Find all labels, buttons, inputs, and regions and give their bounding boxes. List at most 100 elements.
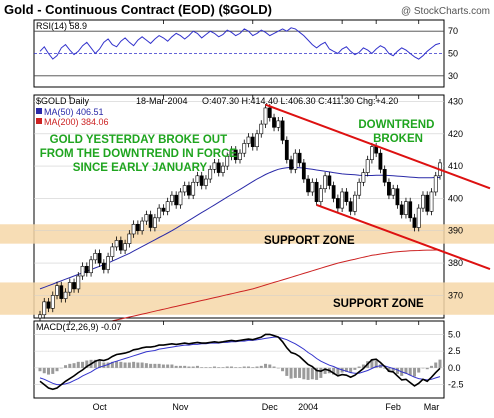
candle-up <box>76 275 81 290</box>
candle-down <box>97 253 102 264</box>
ma200-label: MA(200) 384.06 <box>44 117 109 127</box>
price-tick-label: 370 <box>448 290 463 300</box>
macd-hist-bar <box>55 367 59 372</box>
candle-up <box>127 233 132 244</box>
candle-up <box>255 133 259 148</box>
candle-up <box>259 123 264 135</box>
macd-hist-bar <box>255 366 259 368</box>
price-tick-label: 390 <box>448 226 463 236</box>
macd-hist-bar <box>191 366 195 368</box>
candle-down <box>335 198 340 209</box>
trendlines <box>265 103 491 270</box>
macd-hist-bar <box>234 367 238 368</box>
macd-hist-bar <box>344 367 348 372</box>
candle-up <box>421 194 425 209</box>
candle-down <box>272 117 276 128</box>
macd-hist-bar <box>221 367 225 368</box>
macd-hist-bar <box>298 367 302 378</box>
macd-hist-bar <box>434 362 438 368</box>
macd-hist-bar <box>127 362 131 368</box>
macd-tick-label: -2.5 <box>448 380 464 390</box>
macd-hist-bar <box>238 367 242 368</box>
macd-frame <box>33 320 445 399</box>
macd-hist-bar <box>38 367 42 372</box>
downtrend-annotation-line-1: DOWNTREND <box>358 119 434 131</box>
price-tick-label: 410 <box>448 161 463 171</box>
candle-up <box>323 175 328 190</box>
candle-down <box>84 265 89 274</box>
macd-hist-bar <box>259 365 263 368</box>
macd-hist-bar <box>144 363 148 368</box>
macd-hist-bar <box>85 360 89 368</box>
candle-down <box>280 120 285 141</box>
candle-down <box>306 178 310 193</box>
candle-up <box>50 295 55 309</box>
ma50-label: MA(50) 406.51 <box>44 107 104 117</box>
macd-hist-bar <box>289 367 293 379</box>
macd-hist-bar <box>81 361 85 368</box>
candle-up <box>89 259 93 274</box>
watermark: @ StockCharts.com <box>401 6 490 17</box>
candle-down <box>59 285 64 299</box>
support-zone-label-lower: SUPPORT ZONE <box>333 298 424 310</box>
macd-hist-bar <box>421 367 425 369</box>
candle-up <box>221 165 225 173</box>
x-tick-label: 2004 <box>298 402 318 412</box>
breakout-annotation-line-1: GOLD YESTERDAY BROKE OUT <box>50 134 227 146</box>
candle-up <box>242 143 247 154</box>
candle-down <box>314 181 319 202</box>
candle-down <box>412 217 417 228</box>
candle-down <box>233 149 238 160</box>
macd-hist-bar <box>68 363 72 368</box>
macd-hist-bar <box>391 367 395 372</box>
candle-up <box>144 214 149 222</box>
macd-hist-bar <box>208 367 212 368</box>
macd-hist-bar <box>336 367 340 376</box>
candle-up <box>416 207 421 228</box>
candles <box>38 104 442 322</box>
candle-up <box>429 191 434 212</box>
macd-hist-bar <box>59 367 63 369</box>
macd-hist-bar <box>264 363 268 368</box>
macd-hist-bar <box>370 359 374 368</box>
macd-hist-bar <box>204 367 208 368</box>
macd-hist-bar <box>123 362 127 368</box>
candle-up <box>293 152 298 170</box>
candle-down <box>161 207 166 212</box>
candle-down <box>387 181 391 196</box>
candle-up <box>263 107 268 125</box>
macd-hist-bar <box>272 366 276 368</box>
rsi-tick-label: 30 <box>448 71 458 81</box>
candle-up <box>391 188 396 196</box>
x-tick-label: Feb <box>385 402 401 412</box>
macd-hist-bar <box>349 367 353 373</box>
price-tick-label: 380 <box>448 258 463 268</box>
macd-hist-bar <box>166 364 170 368</box>
macd-hist-bar <box>276 367 280 369</box>
macd-hist-bar <box>153 363 157 368</box>
macd-hist-bar <box>47 367 51 375</box>
macd-hist-bar <box>200 367 204 368</box>
macd-hist-bar <box>178 365 182 368</box>
macd-tick-label: 2.5 <box>448 346 461 356</box>
candle-down <box>395 188 400 206</box>
macd-hist-bar <box>98 360 102 368</box>
candle-down <box>382 169 387 183</box>
candle-up <box>165 201 170 212</box>
macd-hist-bar <box>161 364 165 368</box>
macd-hist-bar <box>247 366 251 368</box>
candle-up <box>229 149 234 157</box>
macd-hist-bar <box>195 365 199 368</box>
macd-hist-bar <box>102 362 106 368</box>
macd-tick-label: 0.0 <box>448 363 461 373</box>
chart-title: Gold - Continuous Contract (EOD) ($GOLD) <box>4 2 272 17</box>
candle-up <box>106 256 110 270</box>
breakout-annotation-line-3: SINCE EARLY JANUARY <box>73 162 208 174</box>
price-yticks: 370 380 390 400 410 420 430 <box>448 96 463 300</box>
candle-up <box>352 194 357 212</box>
macd-hist-bar <box>319 367 323 378</box>
macd-hist-bar <box>374 360 378 368</box>
macd-hist-bar <box>357 366 361 368</box>
rsi-panel: 30 50 70 RSI(14) 58.9 <box>33 19 458 88</box>
macd-hist-bar <box>315 367 319 380</box>
